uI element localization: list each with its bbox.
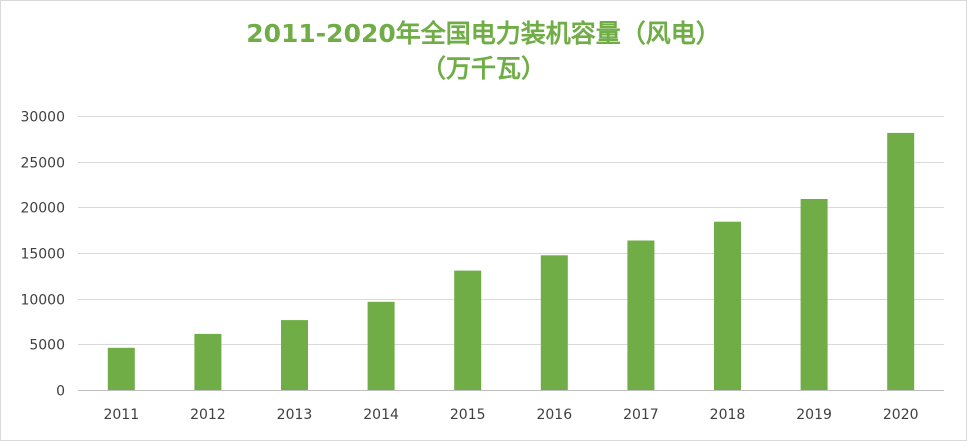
bar-2011 — [107, 347, 135, 390]
y-tick-label: 25000 — [20, 156, 65, 172]
chart-subtitle: （万千瓦） — [420, 54, 546, 83]
bar-2017 — [627, 240, 655, 390]
y-tick-label: 20000 — [20, 201, 65, 217]
bar-2014 — [367, 301, 395, 390]
chart-title: 2011-2020年全国电力装机容量（风电） — [246, 19, 721, 48]
y-tick-label: 15000 — [20, 247, 65, 263]
y-tick-label: 5000 — [29, 338, 65, 354]
bar-2016 — [540, 255, 568, 390]
bar-2019 — [800, 199, 828, 390]
bar-2013 — [281, 320, 308, 390]
y-tick-label: 0 — [56, 384, 65, 400]
x-tick-label: 2019 — [796, 407, 832, 423]
x-tick-label: 2014 — [363, 407, 399, 423]
bar-2020 — [887, 132, 915, 390]
x-tick-label: 2011 — [103, 407, 139, 423]
x-tick-label: 2018 — [710, 407, 746, 423]
y-tick-label: 30000 — [20, 110, 65, 126]
x-tick-label: 2017 — [623, 407, 659, 423]
bar-2018 — [714, 221, 741, 390]
bar-2015 — [454, 270, 482, 390]
x-tick-label: 2016 — [536, 407, 572, 423]
x-tick-label: 2015 — [450, 407, 486, 423]
y-tick-label: 10000 — [20, 293, 65, 309]
bar-2012 — [194, 333, 222, 390]
x-tick-label: 2020 — [883, 407, 919, 423]
x-tick-label: 2012 — [190, 407, 226, 423]
x-tick-label: 2013 — [277, 407, 313, 423]
